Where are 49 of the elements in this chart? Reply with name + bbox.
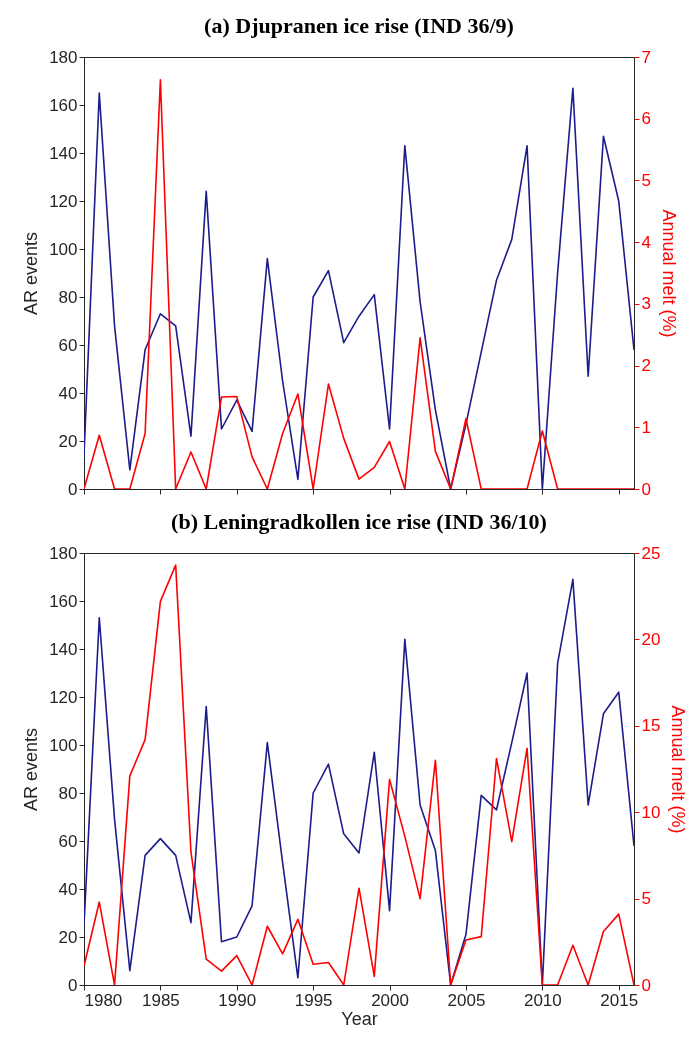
y2-tick-label: 25 [641, 543, 661, 563]
x-tick-label: 1995 [294, 990, 333, 1010]
y-tick-label: 80 [58, 287, 78, 307]
y2-axis-title: Annual melt (%) [668, 705, 688, 834]
x-tick-label: 1985 [141, 990, 180, 1010]
y2-tick-label: 4 [641, 232, 651, 252]
x-tick-label: 2000 [371, 990, 409, 1010]
x-axis-title: Year [341, 1008, 378, 1029]
y2-tick-label: 3 [641, 294, 651, 314]
y2-axis-title: Annual melt (%) [658, 209, 679, 338]
y-axis-title: AR events [21, 727, 42, 812]
y2-tick-label: 7 [641, 47, 651, 67]
y2-tick-label: 15 [641, 716, 661, 736]
y2-tick-label: 10 [641, 802, 661, 822]
y-tick-label: 40 [58, 879, 78, 899]
y2-tick-label: 5 [641, 170, 651, 190]
y2-tick-label: 1 [641, 417, 651, 437]
y2-tick-label: 5 [641, 889, 651, 909]
y-tick-label: 120 [49, 191, 78, 211]
y-tick-label: 180 [49, 543, 78, 563]
y-tick-label: 40 [58, 383, 78, 403]
y2-tick-label: 0 [641, 479, 651, 499]
y-tick-label: 140 [49, 143, 78, 163]
chart-title: (b) Leningradkollen ice rise (IND 36/10) [171, 509, 547, 534]
y-tick-label: 0 [68, 975, 78, 995]
x-tick-label: 1980 [84, 990, 123, 1010]
y2-tick-label: 2 [641, 356, 651, 376]
chart-title: (a) Djupranen ice rise (IND 36/9) [204, 13, 514, 38]
y-axis-title: AR events [21, 231, 42, 316]
y-tick-label: 60 [58, 335, 78, 355]
x-tick-label: 2005 [447, 990, 486, 1010]
y-tick-label: 60 [58, 831, 78, 851]
y2-tick-label: 6 [641, 109, 651, 129]
y-tick-label: 100 [49, 735, 78, 755]
y-tick-label: 160 [49, 95, 78, 115]
y2-tick-label: 0 [641, 975, 651, 995]
x-tick-label: 2015 [600, 990, 639, 1010]
y-tick-label: 100 [49, 239, 78, 259]
y-tick-label: 120 [49, 687, 78, 707]
y-tick-label: 0 [68, 479, 78, 499]
y-tick-label: 140 [49, 639, 78, 659]
y-tick-label: 160 [49, 591, 78, 611]
y2-tick-label: 20 [641, 629, 661, 649]
y-tick-label: 20 [58, 431, 78, 451]
y-tick-label: 180 [49, 47, 78, 67]
x-tick-label: 1990 [218, 990, 257, 1010]
y-tick-label: 20 [58, 927, 78, 947]
x-tick-label: 2010 [523, 990, 562, 1010]
y-tick-label: 80 [58, 783, 78, 803]
